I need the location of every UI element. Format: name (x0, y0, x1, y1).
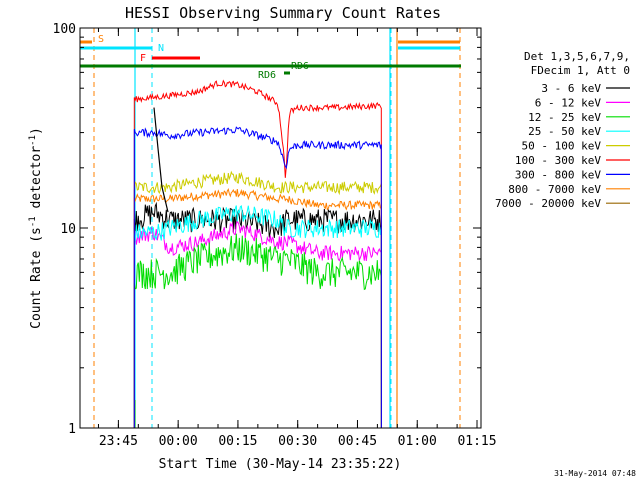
x-tick-label: 01:00 (398, 434, 437, 449)
y-axis-label-post: ) (29, 127, 44, 135)
x-tick-label: 23:45 (99, 434, 138, 449)
x-tick-label: 00:15 (218, 434, 257, 449)
legend-label: 100 - 300 keV (515, 154, 601, 167)
y-axis-label-sup2: -1 (28, 135, 38, 146)
series-3-6-kev-spike (153, 107, 169, 213)
y-axis-label: Count Rate (s-1 detector-1) (28, 127, 44, 329)
y-tick-label: 1 (68, 422, 76, 437)
legend-label: 3 - 6 keV (541, 82, 601, 95)
y-axis: 1 10 100 (53, 22, 481, 437)
y-axis-label-pre: Count Rate (s (29, 227, 44, 329)
y-tick-label: 10 (60, 222, 76, 237)
series-line-300-800-kev (133, 126, 382, 429)
legend-label: 12 - 25 keV (528, 111, 601, 124)
legend-header-line: FDecim 1, Att 0 (531, 64, 630, 77)
legend-label: 6 - 12 keV (535, 96, 602, 109)
annotation-rd6-3: RD6 (258, 70, 276, 81)
x-tick-label: 00:45 (338, 434, 377, 449)
x-tick-label: 00:00 (159, 434, 198, 449)
series-line-100-300-kev (133, 79, 382, 429)
x-tick-label: 01:15 (457, 434, 496, 449)
series-line-50-100-kev (133, 170, 382, 429)
series-line-25-50-kev (133, 205, 382, 429)
y-tick-label: 100 (53, 22, 76, 37)
annotation-s-0: S (98, 34, 104, 45)
legend-label: 50 - 100 keV (522, 140, 602, 153)
series-line-800-7000-kev (133, 187, 382, 429)
legend-label: 800 - 7000 keV (508, 183, 601, 196)
annotation-f-2: F (140, 53, 146, 64)
y-axis-label-mid: detector (29, 146, 44, 217)
series-line-12-25-kev (133, 233, 382, 429)
x-axis-label: Start Time (30-May-14 23:35:22) (159, 457, 402, 472)
legend-header-line: Det 1,3,5,6,7,9, (524, 50, 630, 63)
legend-label: 25 - 50 keV (528, 125, 601, 138)
legend-label: 7000 - 20000 keV (495, 197, 601, 210)
timestamp: 31-May-2014 07:48 (554, 469, 636, 478)
series-line-6-12-kev (133, 220, 382, 429)
legend: Det 1,3,5,6,7,9,FDecim 1, Att 0 3 - 6 keV… (495, 50, 630, 210)
chart-title: HESSI Observing Summary Count Rates (125, 4, 441, 22)
y-axis-label-sup1: -1 (28, 216, 38, 227)
x-tick-label: 00:30 (278, 434, 317, 449)
series-line-3-6-kev (133, 201, 382, 429)
annotation-n-1: N (158, 43, 164, 54)
legend-label: 300 - 800 keV (515, 168, 601, 181)
x-axis: 23:45 00:00 00:15 00:30 00:45 01:00 01:15 (97, 28, 497, 449)
plot-area: S N F RD6 RD6 (80, 28, 461, 429)
annotation-rd6-4: RD6 (291, 61, 309, 72)
